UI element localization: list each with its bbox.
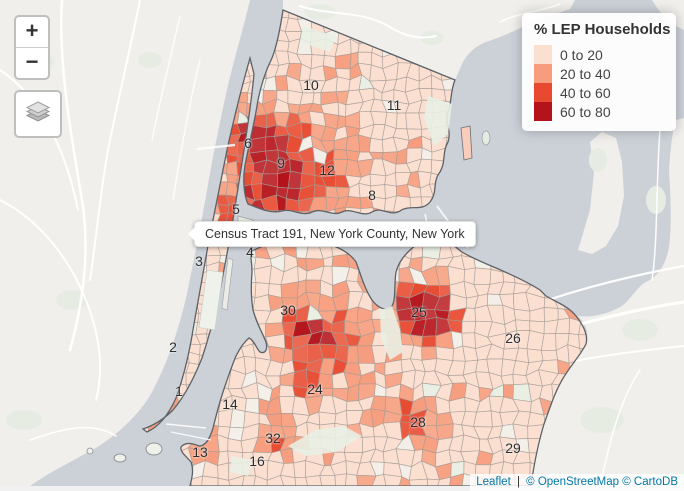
attribution-link[interactable]: © OpenStreetMap (526, 476, 620, 488)
attribution-link[interactable]: Leaflet (476, 476, 511, 488)
legend-swatch (534, 83, 552, 102)
zoom-out-button[interactable]: − (25, 49, 39, 74)
legend-item-label: 0 to 20 (560, 46, 603, 63)
legend-item: 40 to 60 (534, 83, 664, 102)
legend-item-label: 20 to 40 (560, 65, 611, 82)
zoom-in-button[interactable]: + (16, 17, 48, 48)
legend-item-label: 60 to 80 (560, 103, 611, 120)
layers-control-button[interactable] (14, 90, 62, 138)
map-attribution: Leaflet | © OpenStreetMap © CartoDB (470, 474, 684, 491)
legend-swatch (534, 64, 552, 83)
tract-tooltip: Census Tract 191, New York County, New Y… (188, 221, 476, 247)
page-strip (0, 486, 684, 491)
legend-item-label: 40 to 60 (560, 84, 611, 101)
zoom-control: + − (14, 15, 50, 80)
legend-title: % LEP Households (534, 21, 671, 38)
legend-item: 0 to 20 (534, 45, 664, 64)
legend-swatch (534, 102, 552, 121)
attribution-link[interactable]: © CartoDB (622, 476, 678, 488)
legend-rows: 0 to 20 20 to 40 40 to 60 60 to 80 (534, 45, 664, 121)
attribution-separator: | (516, 476, 520, 488)
layers-icon (24, 98, 52, 131)
legend-swatch (534, 45, 552, 64)
park-overlays (198, 26, 473, 476)
legend-item: 20 to 40 (534, 64, 664, 83)
choropleth-legend: % LEP Households 0 to 20 20 to 40 40 to 60… (522, 13, 676, 131)
legend-item: 60 to 80 (534, 102, 664, 121)
